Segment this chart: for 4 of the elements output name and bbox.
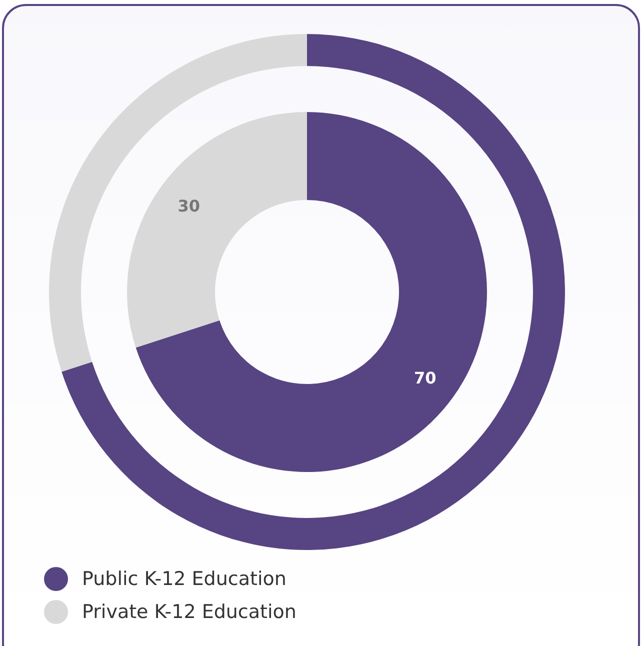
data-label: 70 [414, 368, 436, 388]
data-label: 30 [178, 196, 200, 216]
legend-label: Public K-12 Education [82, 568, 286, 590]
legend-label: Private K-12 Education [82, 600, 296, 622]
